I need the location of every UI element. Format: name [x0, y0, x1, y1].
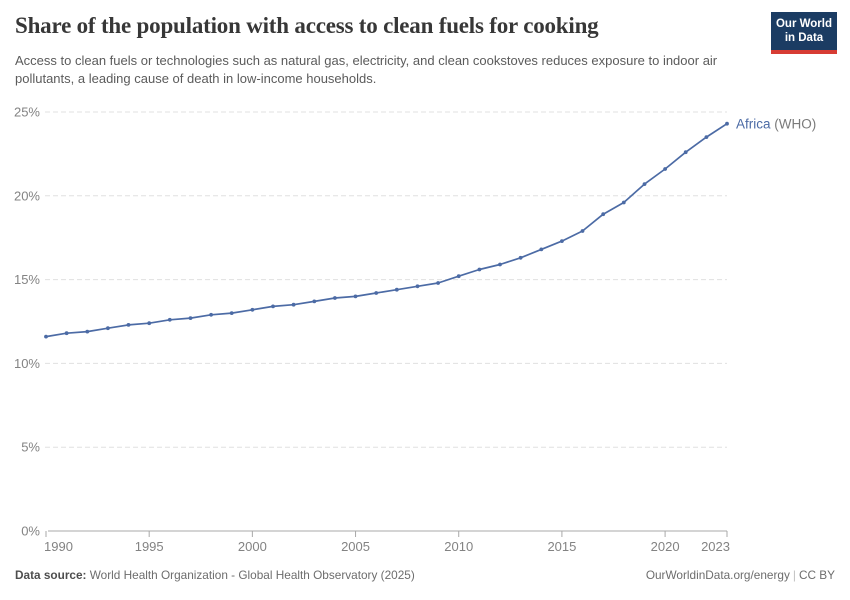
y-tick-label-5%: 5% [21, 440, 40, 455]
license-link[interactable]: CC BY [798, 568, 835, 582]
data-source-text: World Health Organization - Global Healt… [86, 568, 415, 582]
data-point-1990[interactable] [44, 334, 48, 339]
credit-line: OurWorldinData.org/energy | CC BY [646, 568, 835, 582]
data-source: Data source: World Health Organization -… [15, 568, 415, 582]
data-point-2006[interactable] [374, 291, 379, 295]
data-point-1993[interactable] [106, 326, 110, 331]
series-line-africa [45, 122, 728, 338]
data-point-2018[interactable] [621, 200, 626, 205]
y-tick-label-10%: 10% [14, 356, 40, 371]
data-point-2008[interactable] [415, 284, 420, 289]
data-point-2013[interactable] [518, 255, 523, 260]
data-point-1994[interactable] [126, 323, 131, 327]
x-tick-label-2015: 2015 [547, 539, 576, 554]
y-tick-label-20%: 20% [14, 188, 40, 203]
data-point-2009[interactable] [436, 281, 440, 285]
x-tick-label-1995: 1995 [135, 539, 164, 554]
credit-separator: | [792, 568, 796, 582]
data-point-1992[interactable] [85, 329, 90, 334]
owid-logo: Our World in Data [771, 12, 837, 54]
x-tick-label-2023: 2023 [701, 539, 730, 554]
series-end-label[interactable]: Africa (WHO) [736, 116, 816, 131]
owid-url-link[interactable]: OurWorldinData.org/energy [645, 568, 790, 582]
x-tick-label-2000: 2000 [238, 539, 267, 554]
data-point-2023[interactable] [725, 121, 729, 126]
data-point-2003[interactable] [312, 299, 317, 304]
data-point-1995[interactable] [147, 321, 152, 326]
data-point-2019[interactable] [642, 182, 647, 187]
y-tick-label-0%: 0% [21, 524, 40, 539]
data-point-2015[interactable] [560, 239, 564, 244]
data-point-2021[interactable] [683, 150, 688, 155]
data-point-2005[interactable] [353, 294, 358, 299]
data-point-2011[interactable] [477, 267, 482, 272]
data-point-2001[interactable] [271, 304, 275, 309]
x-tick-label-2010: 2010 [444, 539, 473, 554]
data-point-2007[interactable] [394, 287, 399, 292]
y-tick-label-25%: 25% [14, 105, 40, 120]
data-point-2016[interactable] [580, 229, 585, 233]
data-point-2002[interactable] [291, 302, 296, 307]
data-point-2014[interactable] [539, 247, 544, 252]
y-tick-label-15%: 15% [14, 272, 40, 287]
owid-logo-line2: in Data [784, 32, 824, 45]
data-point-1997[interactable] [188, 316, 193, 320]
data-point-2010[interactable] [456, 274, 461, 279]
data-point-2004[interactable] [333, 296, 337, 300]
data-point-2000[interactable] [250, 307, 255, 312]
data-source-label: Data source: [15, 568, 87, 582]
data-point-2022[interactable] [704, 135, 709, 140]
x-tick-label-2005: 2005 [341, 539, 370, 554]
data-point-2020[interactable] [663, 167, 667, 171]
entity-name: Africa [736, 116, 771, 131]
data-point-2017[interactable] [601, 212, 606, 217]
chart-footer: Data source: World Health Organization -… [15, 568, 835, 582]
x-tick-label-1990: 1990 [44, 539, 73, 554]
data-point-1998[interactable] [209, 312, 214, 317]
owid-logo-line1: Our World [775, 18, 832, 30]
chart-subtitle: Access to clean fuels or technologies su… [15, 53, 718, 87]
x-tick-label-2020: 2020 [651, 539, 680, 554]
data-point-1996[interactable] [167, 317, 172, 322]
page-title: Share of the population with access to c… [15, 13, 599, 38]
data-point-2012[interactable] [498, 262, 502, 267]
entity-suffix: (WHO) [771, 116, 817, 131]
data-point-1991[interactable] [64, 331, 69, 336]
data-point-1999[interactable] [229, 311, 234, 315]
